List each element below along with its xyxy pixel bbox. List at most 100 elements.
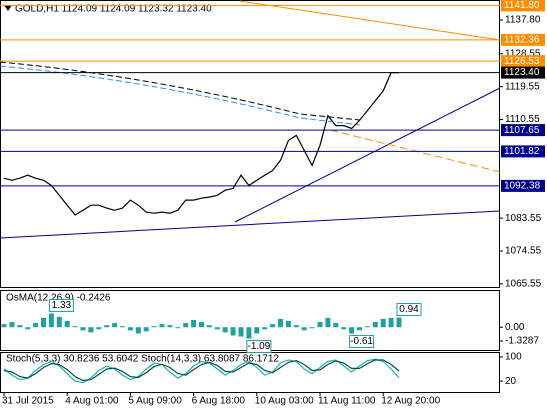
- histogram-bar: [341, 327, 347, 330]
- trend-line: [239, 0, 501, 41]
- value-label-box: [48, 298, 74, 312]
- y-tick-label: 0.00: [505, 322, 525, 333]
- level-label: 1092.38: [504, 181, 541, 192]
- level-box: [501, 145, 545, 158]
- histogram-bar: [199, 322, 204, 328]
- histogram-bar: [317, 322, 323, 328]
- histogram-bar: [151, 326, 157, 328]
- trend-lines: [0, 0, 501, 239]
- histogram-bar: [349, 327, 355, 334]
- histogram-bar: [1, 324, 7, 328]
- y-tick-label: 1137.80: [505, 15, 541, 26]
- histogram-bar: [135, 327, 141, 334]
- histogram-bar: [175, 327, 181, 329]
- value-label: -1.09: [248, 341, 271, 352]
- histogram-bar: [127, 327, 133, 331]
- y-tick-label: 100: [505, 352, 522, 363]
- moving-average: [0, 61, 361, 121]
- x-tick-label: 4 Aug 01:00: [65, 396, 119, 407]
- histogram-bar: [56, 316, 62, 328]
- histogram-bar: [143, 327, 149, 332]
- histogram-bar: [214, 327, 220, 330]
- level-label: 1123.40: [504, 67, 540, 78]
- level-box: [501, 0, 545, 12]
- level-box: [501, 55, 545, 68]
- histogram-bar: [80, 327, 86, 331]
- histogram-bar: [301, 327, 307, 331]
- histogram-bar: [41, 317, 46, 328]
- level-label: 1126.53: [504, 56, 540, 67]
- level-box: [501, 179, 545, 192]
- price-pane: [0, 0, 500, 288]
- histogram-bar: [64, 321, 70, 328]
- osma-title: OsMA(12,26,9) -0.2426: [6, 293, 111, 304]
- level-label: 1107.65: [504, 125, 540, 136]
- chart-title: GOLD,H1 1124.09 1124.09 1123.32 1123.40: [15, 4, 212, 15]
- histogram-bar: [33, 323, 39, 328]
- histogram-bar: [285, 321, 291, 328]
- histogram-bar: [167, 325, 173, 328]
- moving-average: [0, 65, 361, 126]
- histogram-bar: [183, 323, 189, 328]
- histogram-bar: [159, 324, 165, 328]
- x-tick-label: 6 Aug 18:00: [192, 396, 246, 407]
- level-label: 1132.36: [504, 35, 540, 46]
- value-label-box: [349, 335, 375, 349]
- title-icon: [4, 5, 12, 11]
- value-label-box: [396, 302, 422, 316]
- x-tick-label: 10 Aug 03:00: [255, 396, 314, 407]
- value-label: 1.33: [52, 300, 72, 311]
- y-tick-label: 1119.55: [505, 81, 540, 92]
- histogram-bar: [17, 325, 23, 328]
- histogram-bar: [246, 327, 252, 339]
- histogram-bar: [278, 318, 283, 328]
- y-tick-label: 1065.55: [505, 279, 542, 290]
- histogram-bar: [333, 323, 339, 328]
- histogram-bar: [364, 326, 370, 328]
- histogram-bar: [372, 322, 378, 328]
- stoch-title: Stoch(5,3,3) 30.8236 53.6042 Stoch(14,3,…: [6, 354, 279, 365]
- histogram-bar: [88, 327, 94, 333]
- value-label-box: [246, 340, 272, 354]
- y-tick-label: 1074.55: [505, 246, 542, 257]
- histogram-bar: [9, 322, 15, 328]
- trend-line: [234, 87, 501, 223]
- histogram-bar: [222, 327, 228, 333]
- y-tick-label: 20: [505, 376, 517, 387]
- histogram-bar: [72, 326, 78, 328]
- level-label: 1101.82: [504, 146, 540, 157]
- y-tick-label: 1083.55: [505, 213, 542, 224]
- histogram-bar: [191, 319, 197, 328]
- value-label: -0.61: [350, 336, 373, 347]
- histogram-bar: [96, 327, 102, 330]
- level-box: [501, 66, 545, 79]
- level-label: 1141.80: [504, 0, 540, 11]
- series-line: [3, 359, 400, 382]
- histogram-bar: [325, 317, 331, 328]
- histogram-bar: [48, 313, 54, 328]
- level-box: [501, 33, 545, 46]
- histogram-bar: [293, 325, 299, 328]
- y-tick-label: 1128.55: [505, 48, 541, 59]
- histogram-bar: [230, 327, 236, 336]
- histogram-bar: [270, 324, 276, 328]
- histogram-bar: [262, 327, 268, 330]
- histogram-bar: [388, 317, 394, 328]
- value-label: 0.94: [399, 304, 419, 315]
- histogram-bar: [25, 327, 31, 330]
- histogram-bar: [120, 326, 125, 328]
- histogram-bar: [396, 317, 402, 328]
- histogram-bar: [104, 325, 110, 328]
- level-box: [501, 124, 545, 137]
- trend-line: [0, 210, 501, 239]
- y-tick-label: 1110.55: [505, 114, 540, 125]
- histogram-bar: [357, 327, 362, 331]
- x-tick-label: 11 Aug 11:00: [318, 396, 376, 407]
- histogram-bar: [309, 327, 315, 329]
- histogram-bar: [112, 323, 118, 328]
- histogram-bar: [206, 325, 212, 328]
- x-tick-label: 12 Aug 20:00: [381, 396, 440, 407]
- histogram-bar: [254, 327, 260, 334]
